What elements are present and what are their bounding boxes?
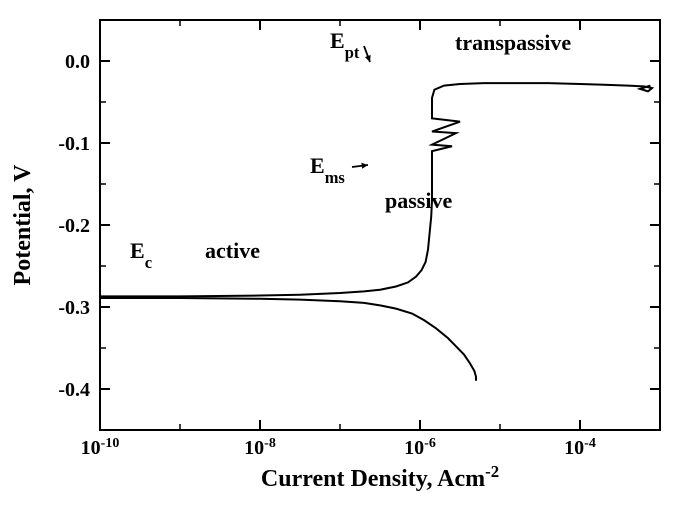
svg-text:10-4: 10-4 <box>564 436 596 460</box>
annotation-transpassive: transpassive <box>455 30 571 55</box>
svg-text:-0.4: -0.4 <box>58 379 90 401</box>
annotation-ems: Ems <box>310 153 345 187</box>
svg-text:-0.1: -0.1 <box>58 133 90 155</box>
chart-svg: 10-10 10-8 10-6 10-4 Current Density, Acm-2 -… <box>0 0 699 505</box>
polarization-chart: 10-10 10-8 10-6 10-4 Current Density, Acm-2 -… <box>0 0 699 505</box>
svg-text:10-8: 10-8 <box>244 436 276 460</box>
annotation-active: active <box>205 238 260 263</box>
svg-text:10-6: 10-6 <box>404 436 436 460</box>
svg-text:-0.3: -0.3 <box>58 297 90 319</box>
annotation-passive: passive <box>385 188 452 213</box>
svg-text:Potential, V: Potential, V <box>10 164 36 286</box>
annotation-ept: Ept <box>330 28 360 62</box>
svg-text:Current Density, Acm-2: Current Density, Acm-2 <box>261 462 499 493</box>
annotation-ec: Ec <box>130 238 152 272</box>
svg-text:-0.2: -0.2 <box>58 215 90 237</box>
svg-text:0.0: 0.0 <box>65 51 90 73</box>
svg-text:10-10: 10-10 <box>81 436 120 460</box>
